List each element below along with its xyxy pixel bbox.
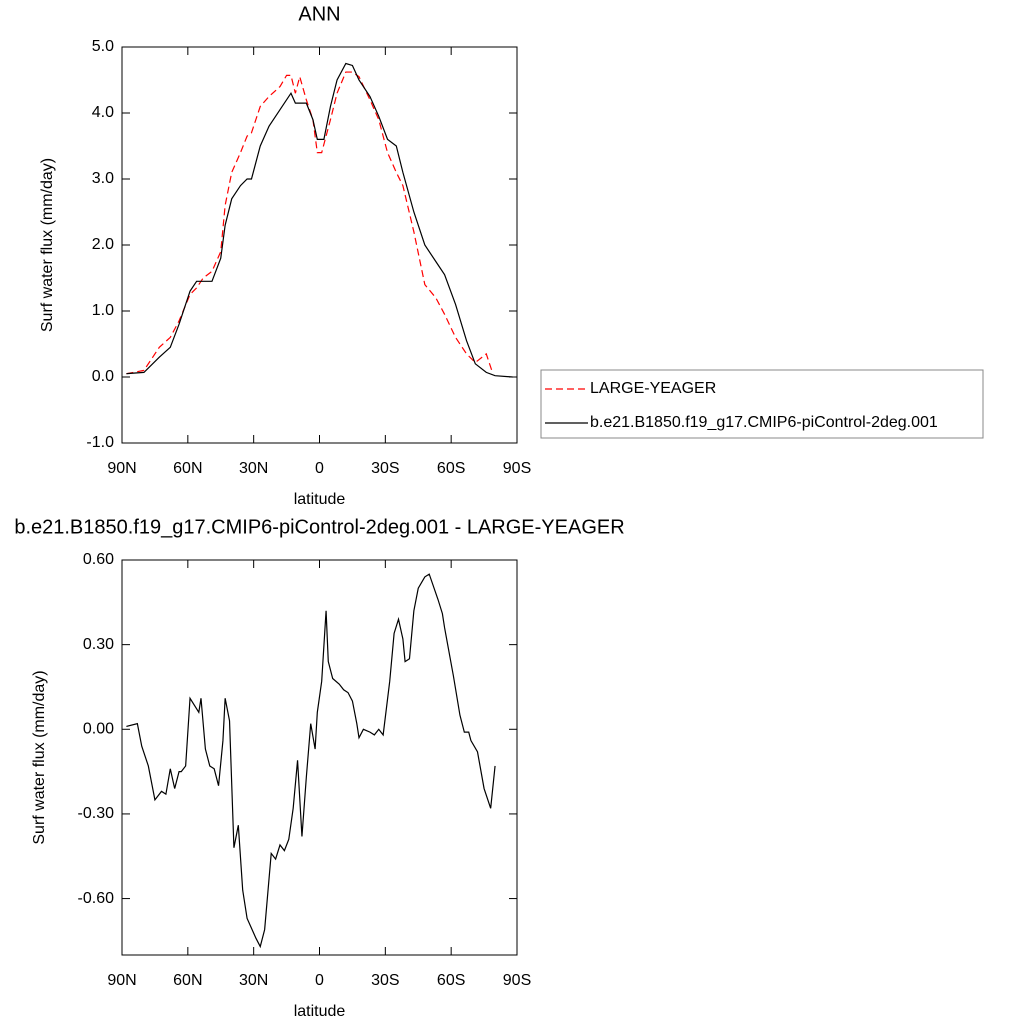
- x-axis-label: latitude: [294, 491, 346, 508]
- y-tick-label: 0.00: [83, 721, 114, 738]
- chart-title: ANN: [298, 3, 340, 25]
- x-tick-label: 60S: [437, 460, 465, 477]
- y-tick-label: -0.60: [78, 890, 115, 907]
- y-tick-label: 3.0: [92, 170, 114, 187]
- y-tick-label: 0.60: [83, 551, 114, 568]
- x-tick-label: 60N: [173, 460, 202, 477]
- data-line: [126, 573, 496, 949]
- x-tick-label: 30N: [239, 972, 268, 989]
- y-tick-label: 1.0: [92, 302, 114, 319]
- x-tick-label: 0: [315, 972, 324, 989]
- x-tick-label: 30S: [371, 460, 399, 477]
- y-tick-label: 0.0: [92, 368, 114, 385]
- x-tick-label: 90N: [107, 460, 136, 477]
- plot-frame: [121, 46, 518, 444]
- x-tick-label: 0: [315, 460, 324, 477]
- y-axis-label: Surf water flux (mm/day): [39, 158, 56, 332]
- x-tick-label: 90S: [503, 972, 531, 989]
- y-tick-label: 5.0: [92, 38, 114, 55]
- data-line: [126, 62, 513, 378]
- x-tick-label: 30N: [239, 460, 268, 477]
- x-tick-label: 90S: [503, 460, 531, 477]
- y-tick-label: 0.30: [83, 636, 114, 653]
- x-tick-label: 60S: [437, 972, 465, 989]
- chart-title: b.e21.B1850.f19_g17.CMIP6-piControl-2deg…: [14, 516, 624, 538]
- y-tick-label: -0.30: [78, 805, 115, 822]
- x-tick-label: 90N: [107, 972, 136, 989]
- y-tick-label: -1.0: [86, 434, 114, 451]
- y-axis-label: Surf water flux (mm/day): [31, 670, 48, 844]
- data-line: [126, 71, 494, 375]
- y-tick-label: 2.0: [92, 236, 114, 253]
- plot-frame: [121, 559, 518, 956]
- y-tick-label: 4.0: [92, 104, 114, 121]
- x-tick-label: 60N: [173, 972, 202, 989]
- legend-label: b.e21.B1850.f19_g17.CMIP6-piControl-2deg…: [590, 414, 938, 431]
- legend-box: [540, 369, 984, 439]
- x-tick-label: 30S: [371, 972, 399, 989]
- x-axis-label: latitude: [294, 1003, 346, 1020]
- legend-label: LARGE-YEAGER: [590, 380, 716, 397]
